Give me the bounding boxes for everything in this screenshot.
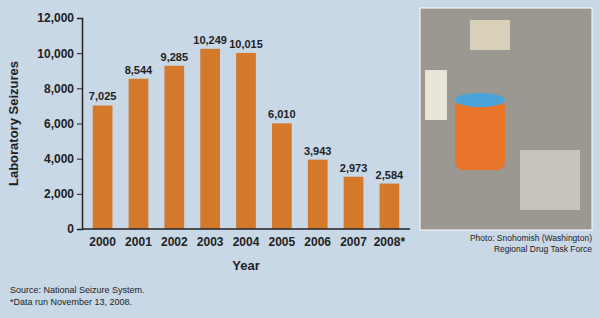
tick-label: 2008* [374,235,406,249]
tick: 2006 [304,235,331,249]
tick-label: 2004 [233,235,260,249]
axis-line [82,228,410,230]
tick: 4,000 [44,152,82,166]
data-label: 9,285 [161,51,189,63]
data-label: 6,010 [268,108,296,120]
bar [272,123,292,229]
tick-label: 12,000 [37,11,74,25]
photo [420,8,592,230]
data-label: 8,544 [125,64,153,76]
tick: 8,000 [44,82,82,96]
annotation: Photo: Snohomish (Washington) [470,233,592,243]
tick-mark [77,124,82,125]
photo-shape [455,100,505,170]
data-label: 10,015 [229,38,263,50]
tick: 2008* [374,235,406,249]
tick-label: 2005 [268,235,295,249]
tick: 12,000 [37,11,82,25]
data-label: 3,943 [304,145,332,157]
x-axis: 2000 2001 2002 2003 2004 2005 2006 2007 2008* [82,229,410,249]
tick-label: 0 [67,222,74,236]
tick-label: 2,000 [44,187,74,201]
tick-label: 2006 [304,235,331,249]
annotation: Source: National Seizure System. [10,285,145,295]
tick-label: 4,000 [44,152,74,166]
y-axis-title: Laboratory Seizures [6,61,21,186]
tick-mark [77,53,82,54]
tick: 10,000 [37,47,82,61]
data-label: 10,249 [193,34,227,46]
bar [344,177,364,229]
tick: 2002 [161,235,188,249]
axis-line [77,19,83,230]
tick-mark [77,159,82,160]
tick: 2003 [197,235,224,249]
tick: 2007 [340,235,367,249]
data-label: 2,973 [340,162,368,174]
tick-label: 2007 [340,235,367,249]
annotation: *Data run November 13, 2008. [10,297,132,307]
data-label: 7,025 [89,90,117,102]
y-axis: 0 2,000 4,000 6,000 8,000 10,000 12,000 [37,11,82,236]
bars [93,49,399,229]
bar [236,53,256,229]
bar [200,49,220,229]
photo-shape [520,150,580,210]
tick: 2001 [125,235,152,249]
tick-mark [77,194,82,195]
background [0,0,600,318]
tick-label: 2000 [89,235,116,249]
tick-label: 2003 [197,235,224,249]
chart: 02,0004,0006,0008,00010,00012,0002000200… [0,0,600,318]
data-label: 2,584 [376,169,404,181]
bar [380,184,400,229]
bar [93,105,113,229]
bar [308,160,328,229]
tick: 2004 [233,235,260,249]
tick: 2,000 [44,187,82,201]
tick-label: 2002 [161,235,188,249]
tick-label: 8,000 [44,82,74,96]
tick-label: 10,000 [37,47,74,61]
photo-shape [470,20,510,50]
data-labels: 7,025 8,544 9,285 10,24910,015 6,010 3,943 2,9… [89,34,404,181]
photo-frame [420,8,592,230]
tick: 6,000 [44,117,82,131]
tick-mark [77,18,82,19]
tick-label: 6,000 [44,117,74,131]
photo-shape [455,93,505,107]
tick-mark [77,88,82,89]
tick-mark [77,229,82,230]
tick: 0 [67,222,82,236]
bar [129,79,149,229]
bar [164,66,184,229]
x-axis-title: Year [232,258,259,273]
tick-label: 2001 [125,235,152,249]
tick: 2000 [89,235,116,249]
annotation: Regional Drug Task Force [494,244,592,254]
photo-shape [425,70,447,120]
tick: 2005 [268,235,295,249]
